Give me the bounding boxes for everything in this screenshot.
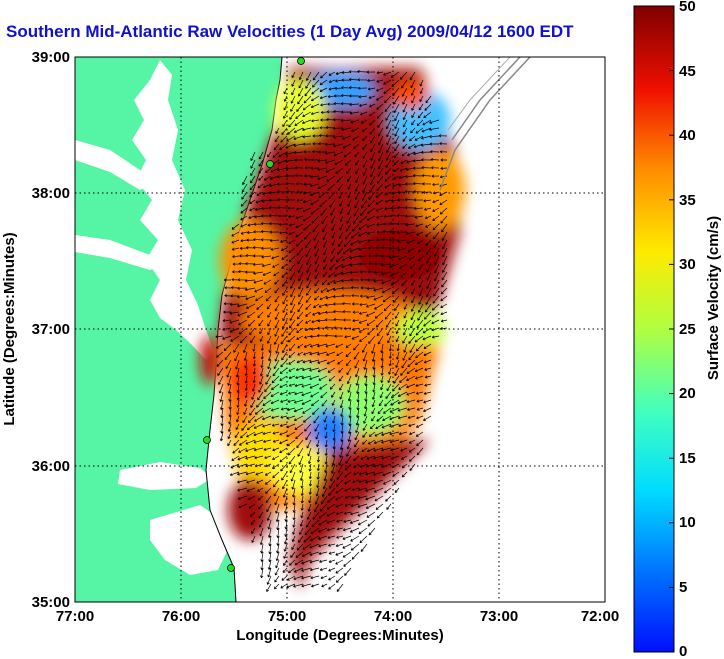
x-tick-label: 73:00 — [480, 608, 518, 625]
colorbar-tick-label: 0 — [679, 643, 687, 659]
y-tick-label: 38:00 — [32, 185, 70, 202]
colorbar-tick-label: 10 — [679, 514, 696, 531]
y-tick-label: 37:00 — [32, 321, 70, 338]
x-tick-label: 72:00 — [581, 608, 619, 625]
station-marker — [227, 564, 235, 572]
colorbar-tick-label: 5 — [679, 579, 687, 596]
velocity-field — [200, 68, 465, 590]
grid-lines — [75, 57, 605, 602]
y-tick-label: 39:00 — [32, 49, 70, 66]
pamlico-sound — [150, 505, 230, 575]
colorbar: 50 45 40 35 30 25 20 15 10 5 0 Surface V… — [633, 0, 722, 659]
station-marker — [203, 436, 211, 444]
station-marker — [297, 57, 305, 65]
isobath-3 — [447, 57, 511, 131]
station-marker — [266, 160, 274, 168]
isobath-1 — [439, 57, 531, 191]
map-title: Southern Mid-Atlantic Raw Velocities (1 … — [6, 22, 574, 41]
colorbar-tick-label: 15 — [679, 450, 696, 467]
x-tick-label: 76:00 — [162, 608, 200, 625]
x-tick-label: 74:00 — [374, 608, 412, 625]
x-tick-label: 75:00 — [268, 608, 306, 625]
plot-frame — [74, 56, 606, 603]
x-axis-label: Longitude (Degrees:Minutes) — [236, 627, 444, 644]
colorbar-gradient — [633, 5, 675, 653]
velocity-arrow-paths — [215, 69, 448, 592]
potomac-river — [75, 140, 150, 190]
colorbar-tick-label: 35 — [679, 192, 696, 209]
colorbar-tick-label: 45 — [679, 63, 696, 80]
colorbar-ticks — [669, 5, 674, 653]
y-tick-label: 36:00 — [32, 458, 70, 475]
radar-stations — [203, 57, 305, 572]
coastline — [205, 57, 283, 602]
y-tick-label: 35:00 — [32, 594, 70, 611]
chesapeake-bay — [132, 60, 214, 360]
colorbar-label: Surface Velocity (cm/s) — [705, 216, 722, 380]
albemarle-sound — [118, 462, 212, 490]
y-axis: 39:00 38:00 37:00 36:00 35:00 Latitude (… — [1, 49, 70, 611]
x-axis: 77:00 76:00 75:00 74:00 73:00 72:00 Long… — [56, 608, 619, 644]
colorbar-tick-label: 30 — [679, 256, 696, 273]
colorbar-tick-label: 25 — [679, 321, 696, 338]
isobath-2 — [451, 57, 521, 141]
colorbar-tick-label: 40 — [679, 127, 696, 144]
y-axis-label: Latitude (Degrees:Minutes) — [1, 232, 18, 425]
x-tick-label: 77:00 — [56, 608, 94, 625]
colorbar-tick-label: 50 — [679, 0, 696, 15]
rappahannock-river — [75, 235, 160, 270]
velocity-vectors — [215, 69, 448, 592]
colorbar-tick-label: 20 — [679, 385, 696, 402]
